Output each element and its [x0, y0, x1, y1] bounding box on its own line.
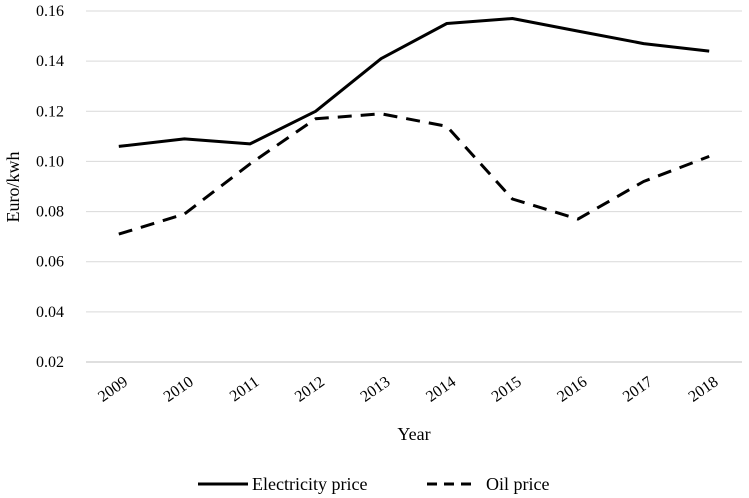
y-axis-title: Euro/kwh — [3, 152, 23, 223]
y-tick-label: 0.10 — [36, 153, 64, 170]
x-tick-label: 2015 — [489, 373, 525, 405]
x-tick-label: 2013 — [358, 373, 394, 405]
series-line-electricity — [118, 17, 710, 148]
y-tick-label: 0.06 — [36, 254, 64, 271]
x-tick-label: 2018 — [686, 373, 722, 405]
y-tick-label: 0.02 — [36, 354, 64, 371]
x-tick-label: 2012 — [292, 373, 328, 405]
series-lines — [118, 17, 710, 236]
x-tick-label: 2016 — [554, 373, 590, 405]
x-tick-label: 2011 — [227, 373, 262, 405]
x-tick-label: 2009 — [95, 373, 131, 405]
y-tick-label: 0.12 — [36, 103, 64, 120]
y-tick-label: 0.14 — [36, 53, 64, 70]
x-axis-title: Year — [397, 424, 430, 444]
y-tick-label: 0.04 — [36, 304, 64, 321]
y-tick-label: 0.16 — [36, 3, 64, 20]
x-tick-label: 2017 — [620, 373, 656, 405]
y-axis-ticks: 0.02 0.04 0.06 0.08 0.10 0.12 0.14 0.16 — [36, 3, 64, 371]
legend-label-oil: Oil price — [486, 474, 549, 494]
series-line-oil — [118, 112, 710, 236]
x-axis-ticks: 2009 2010 2011 2012 2013 2014 2015 2016 2017 2018 — [95, 373, 721, 405]
legend-label-electricity: Electricity price — [252, 474, 367, 494]
y-tick-label: 0.08 — [36, 204, 64, 221]
x-tick-label: 2010 — [161, 373, 197, 405]
legend: Electricity price Oil price — [198, 474, 549, 494]
x-tick-label: 2014 — [423, 373, 459, 405]
gridlines — [86, 10, 742, 363]
